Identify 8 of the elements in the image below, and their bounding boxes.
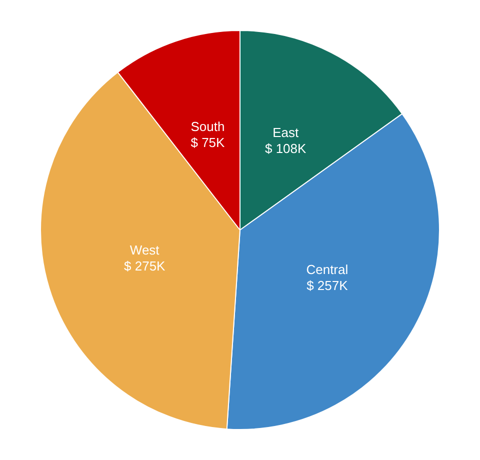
slice-label: Central [306, 262, 348, 278]
data-label: $ 108K [264, 140, 307, 156]
slice-label: West [130, 242, 160, 258]
data-label: $ 75K [190, 135, 226, 150]
slice-label: East [272, 124, 299, 140]
data-label: $ 275K [124, 258, 166, 274]
slice-label: South [190, 119, 225, 134]
data-label: $ 257K [306, 278, 348, 294]
